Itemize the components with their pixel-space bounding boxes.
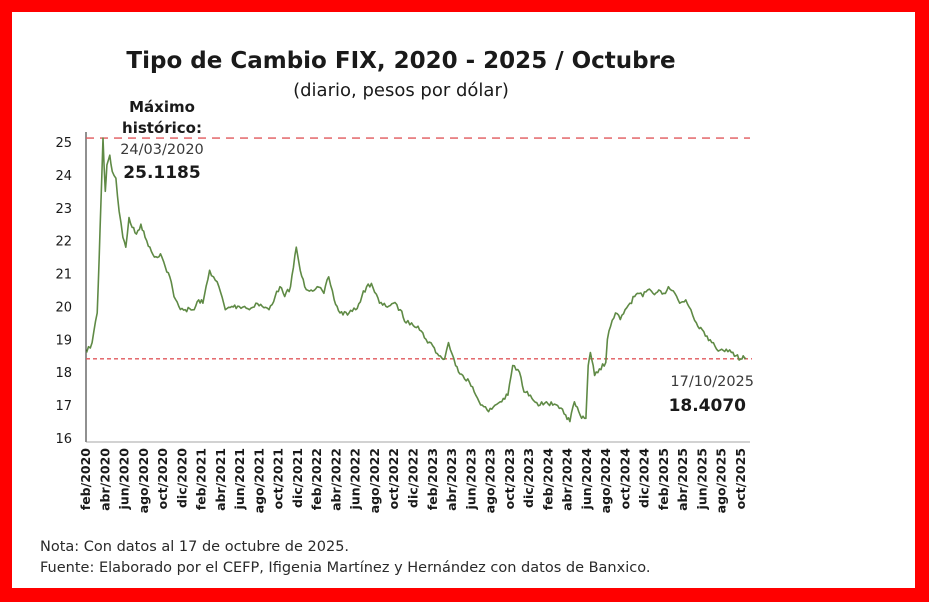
reference-lines — [86, 137, 752, 360]
x-tick-label: jun/2021 — [232, 448, 247, 510]
x-tick-label: jun/2022 — [348, 448, 363, 510]
x-tick-label: oct/2020 — [155, 448, 170, 510]
max-annotation-value: 25.1185 — [123, 163, 200, 183]
y-tick-label: 16 — [55, 432, 72, 447]
x-tick-labels: feb/2020 abr/2020 jun/2020 ago/2020 oct/2020… — [78, 448, 748, 514]
x-tick-label: ago/2025 — [714, 448, 729, 513]
x-tick-label: feb/2023 — [425, 448, 440, 510]
y-tick-label: 20 — [55, 300, 72, 315]
last-annotation-date: 17/10/2025 — [670, 374, 754, 390]
x-tick-label: ago/2024 — [598, 448, 613, 514]
chart-title: Tipo de Cambio FIX, 2020 - 2025 / Octubr… — [126, 48, 675, 74]
x-tick-label: feb/2021 — [194, 448, 209, 510]
y-tick-label: 17 — [55, 399, 72, 414]
x-tick-label: abr/2022 — [328, 448, 343, 511]
x-tick-label: feb/2022 — [309, 448, 324, 510]
y-tick-labels: 25 24 23 22 21 20 19 18 17 16 — [55, 136, 72, 447]
x-tick-label: oct/2023 — [502, 448, 517, 509]
y-tick-label: 25 — [55, 136, 72, 151]
x-tick-label: oct/2021 — [271, 448, 286, 509]
x-tick-label: dic/2022 — [406, 448, 421, 508]
x-tick-label: abr/2025 — [675, 448, 690, 511]
y-tick-label: 22 — [55, 235, 72, 250]
x-tick-label: jun/2020 — [117, 448, 132, 511]
x-tick-label: jun/2024 — [579, 448, 594, 511]
x-tick-label: dic/2020 — [174, 448, 189, 508]
x-tick-label: ago/2023 — [483, 448, 498, 513]
x-tick-label: oct/2024 — [617, 448, 632, 510]
y-tick-label: 23 — [55, 202, 72, 217]
x-tick-label: ago/2021 — [251, 448, 266, 513]
x-tick-label: dic/2023 — [521, 448, 536, 508]
last-annotation-value: 18.4070 — [669, 396, 747, 416]
x-tick-label: jun/2023 — [463, 448, 478, 510]
chart-subtitle: (diario, pesos por dólar) — [293, 80, 509, 101]
x-tick-label: dic/2024 — [637, 448, 652, 508]
x-tick-label: abr/2021 — [213, 448, 228, 511]
x-tick-label: abr/2020 — [97, 448, 112, 511]
max-annotation-line1: Máximo — [129, 98, 195, 116]
y-tick-label: 18 — [55, 366, 72, 381]
x-tick-label: dic/2021 — [290, 448, 305, 508]
max-annotation-date: 24/03/2020 — [120, 142, 204, 158]
x-tick-label: ago/2020 — [136, 448, 151, 514]
x-tick-label: oct/2025 — [733, 448, 748, 509]
source-text: Fuente: Elaborado por el CEFP, Ifigenia … — [40, 560, 650, 576]
max-annotation-line2: histórico: — [122, 119, 202, 137]
exchange-rate-line — [85, 137, 747, 423]
x-tick-label: feb/2024 — [540, 448, 555, 511]
series-group — [85, 137, 747, 423]
x-tick-label: feb/2020 — [78, 448, 93, 511]
x-tick-label: jun/2025 — [694, 448, 709, 510]
x-tick-label: abr/2024 — [560, 448, 575, 511]
y-tick-label: 21 — [55, 268, 72, 283]
x-tick-label: abr/2023 — [444, 448, 459, 511]
x-tick-label: ago/2022 — [367, 448, 382, 513]
y-tick-label: 24 — [55, 169, 72, 184]
note-text: Nota: Con datos al 17 de octubre de 2025… — [40, 539, 349, 555]
y-tick-label: 19 — [55, 333, 72, 348]
x-tick-label: oct/2022 — [386, 448, 401, 509]
x-tick-label: feb/2025 — [656, 448, 671, 510]
